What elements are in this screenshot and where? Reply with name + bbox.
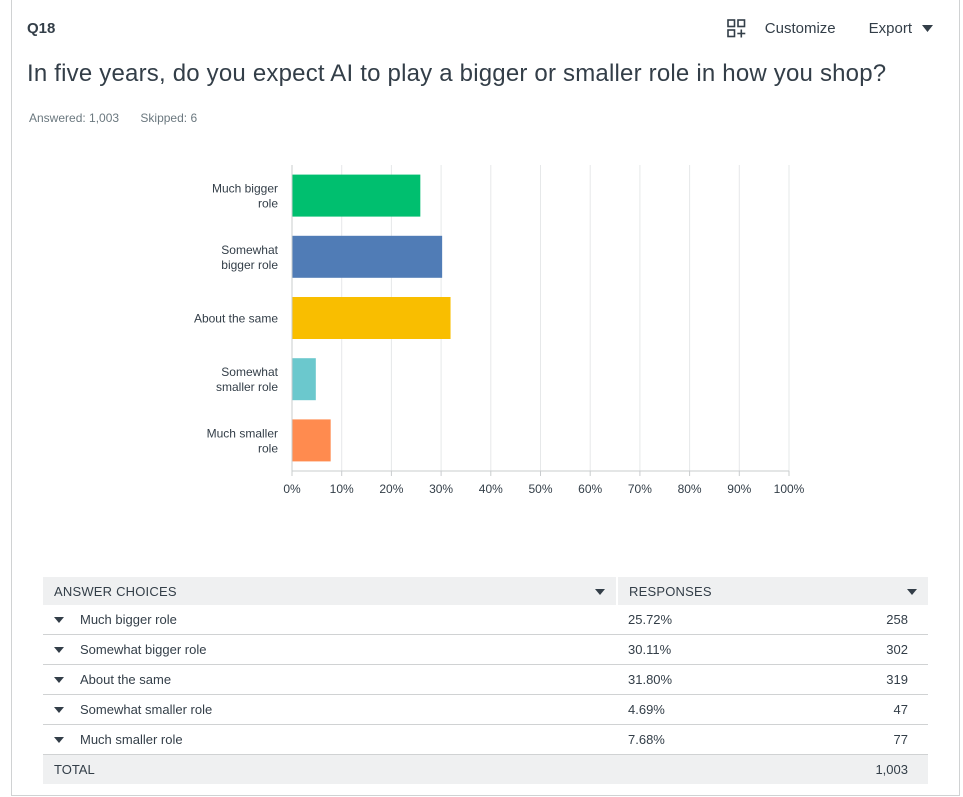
export-button[interactable]: Export [869, 20, 933, 37]
x-tick-label: 20% [379, 482, 403, 496]
x-tick-label: 90% [727, 482, 751, 496]
choice-label: Somewhat bigger role [80, 642, 207, 658]
results-table: ANSWER CHOICES RESPONSES Much bigger rol… [43, 577, 928, 784]
customize-button[interactable]: Customize [726, 19, 836, 38]
category-label: role [258, 441, 278, 455]
table-row: Much bigger role 25.72% 258 [43, 605, 928, 635]
expand-caret-icon[interactable] [54, 616, 64, 624]
choice-label: Somewhat smaller role [80, 702, 213, 718]
percent-cell: 31.80% [617, 664, 776, 695]
table-row: Somewhat smaller role 4.69% 47 [43, 694, 928, 725]
category-label: About the same [194, 312, 278, 326]
bar [292, 174, 421, 217]
count-cell: 77 [775, 724, 928, 755]
sort-caret-icon [907, 588, 917, 595]
choice-label: About the same [80, 672, 172, 688]
answered-count: Answered: 1,003 [29, 111, 120, 125]
x-tick-label: 60% [578, 482, 602, 496]
expand-caret-icon[interactable] [54, 706, 64, 714]
expand-caret-icon[interactable] [54, 646, 64, 654]
total-row: TOTAL 1,003 [43, 754, 928, 784]
answer-choices-header-label: ANSWER CHOICES [54, 583, 177, 599]
responses-header-label: RESPONSES [629, 583, 712, 599]
bar-chart: 0% 10% 20% 30% 40% 50% 60% 70% 80% 90% 100% Much bi… [194, 165, 805, 496]
category-label: Somewhat [221, 365, 278, 379]
count-cell: 302 [775, 634, 928, 665]
count-cell: 47 [775, 694, 928, 725]
category-label: role [258, 197, 278, 211]
response-summary: Answered: 1,003 Skipped: 6 [29, 111, 197, 125]
toolbar: Customize Export [726, 19, 933, 38]
count-cell: 258 [775, 605, 928, 635]
customize-label: Customize [764, 20, 836, 37]
category-label: smaller role [216, 380, 278, 394]
total-label: TOTAL [43, 754, 617, 784]
choice-cell: Much bigger role [43, 605, 617, 635]
x-tick-label: 0% [283, 482, 301, 496]
percent-cell: 7.68% [617, 724, 776, 755]
bar [292, 358, 316, 401]
percent-cell: 30.11% [617, 634, 776, 665]
responses-header[interactable]: RESPONSES [617, 577, 928, 605]
x-tick-label: 40% [479, 482, 503, 496]
choice-cell: Somewhat smaller role [43, 694, 617, 725]
table-row: Somewhat bigger role 30.11% 302 [43, 634, 928, 665]
table-row: Much smaller role 7.68% 77 [43, 724, 928, 755]
table-row: About the same 31.80% 319 [43, 664, 928, 695]
x-tick-label: 10% [330, 482, 354, 496]
x-tick-label: 30% [429, 482, 453, 496]
count-cell: 319 [775, 664, 928, 695]
bar [292, 235, 443, 278]
percent-cell: 25.72% [617, 605, 776, 635]
x-tick-label: 70% [628, 482, 652, 496]
x-tick-label: 80% [678, 482, 702, 496]
category-label: Much bigger [212, 182, 278, 196]
caret-down-icon [922, 24, 933, 32]
category-label: Much smaller [207, 426, 278, 440]
total-count: 1,003 [775, 754, 928, 784]
expand-caret-icon[interactable] [54, 736, 64, 744]
question-number: Q18 [27, 20, 56, 37]
choice-cell: Somewhat bigger role [43, 634, 617, 665]
export-label: Export [868, 20, 912, 37]
choice-label: Much bigger role [80, 612, 177, 628]
x-tick-label: 50% [528, 482, 552, 496]
choice-cell: About the same [43, 664, 617, 695]
sort-caret-icon [595, 588, 605, 595]
x-tick-label: 100% [774, 482, 805, 496]
choice-cell: Much smaller role [43, 724, 617, 755]
customize-grid-icon [726, 19, 746, 38]
bar [292, 419, 331, 462]
answer-choices-header[interactable]: ANSWER CHOICES [43, 577, 618, 605]
total-spacer [617, 754, 776, 784]
category-label: Somewhat [221, 243, 278, 257]
question-title: In five years, do you expect AI to play … [27, 60, 887, 87]
bar [292, 297, 451, 339]
percent-cell: 4.69% [617, 694, 776, 725]
category-label: bigger role [221, 258, 278, 272]
expand-caret-icon[interactable] [54, 676, 64, 684]
choice-label: Much smaller role [80, 732, 183, 748]
skipped-count: Skipped: 6 [140, 111, 198, 125]
